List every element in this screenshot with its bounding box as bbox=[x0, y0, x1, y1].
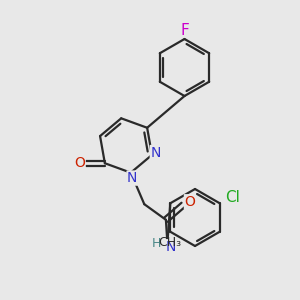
Text: N: N bbox=[166, 240, 176, 254]
Text: N: N bbox=[150, 146, 161, 160]
Text: Cl: Cl bbox=[225, 190, 240, 205]
Text: N: N bbox=[127, 171, 137, 185]
Text: O: O bbox=[74, 156, 85, 170]
Text: CH₃: CH₃ bbox=[158, 236, 181, 249]
Text: H: H bbox=[151, 237, 161, 250]
Text: O: O bbox=[184, 195, 195, 209]
Text: F: F bbox=[181, 23, 190, 38]
